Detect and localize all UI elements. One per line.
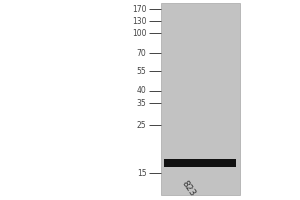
Bar — [160, 3, 240, 195]
Text: 15: 15 — [137, 168, 146, 178]
Text: 25: 25 — [137, 120, 146, 130]
Bar — [164, 159, 236, 167]
Text: 823: 823 — [180, 179, 197, 198]
Text: 170: 170 — [132, 4, 146, 14]
Text: 130: 130 — [132, 17, 146, 25]
Text: 40: 40 — [137, 86, 146, 95]
Text: 35: 35 — [137, 98, 146, 108]
Text: 100: 100 — [132, 28, 146, 38]
Text: 70: 70 — [137, 48, 146, 58]
Text: 55: 55 — [137, 66, 146, 75]
